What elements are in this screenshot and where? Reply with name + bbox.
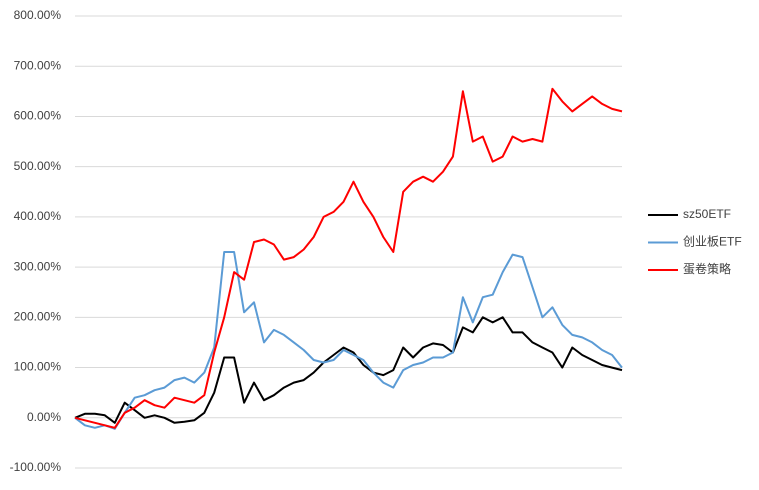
y-tick-label: 500.00% <box>14 159 62 173</box>
series-line <box>74 316 623 424</box>
y-tick-label: 0.00% <box>27 410 61 424</box>
y-tick-label: 100.00% <box>14 360 62 374</box>
legend-label: 创业板ETF <box>683 235 742 249</box>
y-tick-label: -100.00% <box>10 460 62 474</box>
y-tick-label: 800.00% <box>14 8 62 22</box>
legend-label: 蛋卷策略 <box>683 261 731 276</box>
y-tick-label: 300.00% <box>14 259 62 273</box>
series-line <box>74 87 623 429</box>
y-tick-label: 400.00% <box>14 209 62 223</box>
y-tick-label: 700.00% <box>14 58 62 72</box>
y-tick-label: 200.00% <box>14 310 62 324</box>
y-tick-label: 600.00% <box>14 109 62 123</box>
legend-label: sz50ETF <box>683 207 731 221</box>
series-line <box>74 251 623 430</box>
